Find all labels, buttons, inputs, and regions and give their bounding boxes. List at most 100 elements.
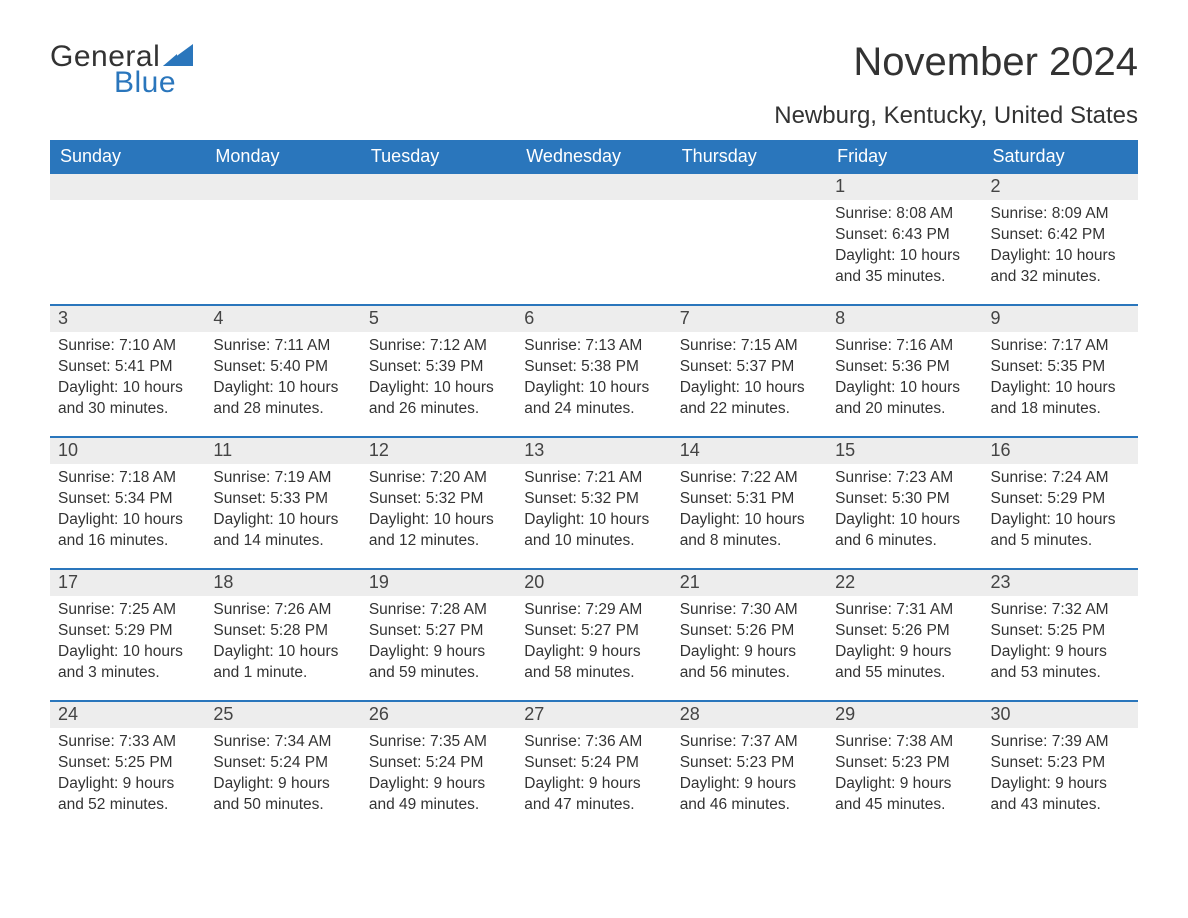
day-number: 6 (516, 306, 671, 332)
day-number (50, 174, 205, 200)
sunset-text: Sunset: 5:23 PM (835, 753, 974, 774)
sunset-text: Sunset: 5:27 PM (524, 621, 663, 642)
day-number (361, 174, 516, 200)
day-number: 24 (50, 702, 205, 728)
day-body: Sunrise: 7:18 AMSunset: 5:34 PMDaylight:… (50, 464, 205, 556)
weekday-header: Tuesday (361, 140, 516, 174)
sunrise-text: Sunrise: 7:28 AM (369, 600, 508, 621)
sunset-text: Sunset: 5:24 PM (213, 753, 352, 774)
day-number: 11 (205, 438, 360, 464)
daylight-text: Daylight: 9 hours and 58 minutes. (524, 642, 663, 684)
daylight-text: Daylight: 9 hours and 47 minutes. (524, 774, 663, 816)
sunrise-text: Sunrise: 7:25 AM (58, 600, 197, 621)
day-cell (205, 174, 360, 292)
day-body: Sunrise: 7:34 AMSunset: 5:24 PMDaylight:… (205, 728, 360, 820)
day-number: 19 (361, 570, 516, 596)
day-body: Sunrise: 7:22 AMSunset: 5:31 PMDaylight:… (672, 464, 827, 556)
sunrise-text: Sunrise: 7:33 AM (58, 732, 197, 753)
day-cell: 2Sunrise: 8:09 AMSunset: 6:42 PMDaylight… (983, 174, 1138, 292)
week-row: 1Sunrise: 8:08 AMSunset: 6:43 PMDaylight… (50, 174, 1138, 292)
daylight-text: Daylight: 10 hours and 32 minutes. (991, 246, 1130, 288)
day-body: Sunrise: 7:26 AMSunset: 5:28 PMDaylight:… (205, 596, 360, 688)
daylight-text: Daylight: 9 hours and 43 minutes. (991, 774, 1130, 816)
sunrise-text: Sunrise: 7:30 AM (680, 600, 819, 621)
day-number: 15 (827, 438, 982, 464)
day-cell: 25Sunrise: 7:34 AMSunset: 5:24 PMDayligh… (205, 702, 360, 820)
weekday-header: Monday (205, 140, 360, 174)
day-cell: 13Sunrise: 7:21 AMSunset: 5:32 PMDayligh… (516, 438, 671, 556)
day-cell: 9Sunrise: 7:17 AMSunset: 5:35 PMDaylight… (983, 306, 1138, 424)
logo-word-blue: Blue (114, 66, 176, 100)
day-body: Sunrise: 7:19 AMSunset: 5:33 PMDaylight:… (205, 464, 360, 556)
day-number: 1 (827, 174, 982, 200)
day-number: 10 (50, 438, 205, 464)
sunset-text: Sunset: 5:36 PM (835, 357, 974, 378)
sunset-text: Sunset: 5:25 PM (58, 753, 197, 774)
day-cell: 20Sunrise: 7:29 AMSunset: 5:27 PMDayligh… (516, 570, 671, 688)
day-body: Sunrise: 7:16 AMSunset: 5:36 PMDaylight:… (827, 332, 982, 424)
day-cell: 5Sunrise: 7:12 AMSunset: 5:39 PMDaylight… (361, 306, 516, 424)
weekday-header: Thursday (672, 140, 827, 174)
sunset-text: Sunset: 5:23 PM (991, 753, 1130, 774)
day-cell: 18Sunrise: 7:26 AMSunset: 5:28 PMDayligh… (205, 570, 360, 688)
day-number: 23 (983, 570, 1138, 596)
sunrise-text: Sunrise: 7:16 AM (835, 336, 974, 357)
sunrise-text: Sunrise: 7:10 AM (58, 336, 197, 357)
day-body: Sunrise: 7:21 AMSunset: 5:32 PMDaylight:… (516, 464, 671, 556)
sunset-text: Sunset: 5:31 PM (680, 489, 819, 510)
sunrise-text: Sunrise: 7:38 AM (835, 732, 974, 753)
day-body: Sunrise: 7:20 AMSunset: 5:32 PMDaylight:… (361, 464, 516, 556)
daylight-text: Daylight: 9 hours and 53 minutes. (991, 642, 1130, 684)
day-body: Sunrise: 8:09 AMSunset: 6:42 PMDaylight:… (983, 200, 1138, 292)
day-cell: 29Sunrise: 7:38 AMSunset: 5:23 PMDayligh… (827, 702, 982, 820)
day-body: Sunrise: 7:29 AMSunset: 5:27 PMDaylight:… (516, 596, 671, 688)
day-cell: 27Sunrise: 7:36 AMSunset: 5:24 PMDayligh… (516, 702, 671, 820)
sunset-text: Sunset: 5:24 PM (524, 753, 663, 774)
daylight-text: Daylight: 10 hours and 1 minute. (213, 642, 352, 684)
sunrise-text: Sunrise: 7:35 AM (369, 732, 508, 753)
weekday-header: Sunday (50, 140, 205, 174)
day-cell: 21Sunrise: 7:30 AMSunset: 5:26 PMDayligh… (672, 570, 827, 688)
sunrise-text: Sunrise: 7:29 AM (524, 600, 663, 621)
page-header: General Blue November 2024 Newburg, Kent… (50, 40, 1138, 130)
week-row: 10Sunrise: 7:18 AMSunset: 5:34 PMDayligh… (50, 436, 1138, 556)
sunset-text: Sunset: 5:35 PM (991, 357, 1130, 378)
day-cell: 19Sunrise: 7:28 AMSunset: 5:27 PMDayligh… (361, 570, 516, 688)
sunset-text: Sunset: 5:34 PM (58, 489, 197, 510)
daylight-text: Daylight: 10 hours and 5 minutes. (991, 510, 1130, 552)
week-row: 24Sunrise: 7:33 AMSunset: 5:25 PMDayligh… (50, 700, 1138, 820)
day-body: Sunrise: 7:28 AMSunset: 5:27 PMDaylight:… (361, 596, 516, 688)
day-number: 17 (50, 570, 205, 596)
day-cell (516, 174, 671, 292)
day-number: 29 (827, 702, 982, 728)
sunset-text: Sunset: 6:42 PM (991, 225, 1130, 246)
day-number: 20 (516, 570, 671, 596)
sunrise-text: Sunrise: 7:15 AM (680, 336, 819, 357)
day-number: 8 (827, 306, 982, 332)
sunrise-text: Sunrise: 7:24 AM (991, 468, 1130, 489)
day-cell: 14Sunrise: 7:22 AMSunset: 5:31 PMDayligh… (672, 438, 827, 556)
sunrise-text: Sunrise: 7:18 AM (58, 468, 197, 489)
calendar-grid: Sunday Monday Tuesday Wednesday Thursday… (50, 140, 1138, 820)
day-body: Sunrise: 7:10 AMSunset: 5:41 PMDaylight:… (50, 332, 205, 424)
sunset-text: Sunset: 6:43 PM (835, 225, 974, 246)
title-block: November 2024 Newburg, Kentucky, United … (774, 40, 1138, 130)
day-cell: 1Sunrise: 8:08 AMSunset: 6:43 PMDaylight… (827, 174, 982, 292)
sunset-text: Sunset: 5:32 PM (524, 489, 663, 510)
day-cell: 26Sunrise: 7:35 AMSunset: 5:24 PMDayligh… (361, 702, 516, 820)
sunset-text: Sunset: 5:32 PM (369, 489, 508, 510)
sunset-text: Sunset: 5:28 PM (213, 621, 352, 642)
sunset-text: Sunset: 5:24 PM (369, 753, 508, 774)
day-number: 18 (205, 570, 360, 596)
sunset-text: Sunset: 5:29 PM (58, 621, 197, 642)
day-body: Sunrise: 7:38 AMSunset: 5:23 PMDaylight:… (827, 728, 982, 820)
sunrise-text: Sunrise: 7:12 AM (369, 336, 508, 357)
sunrise-text: Sunrise: 7:17 AM (991, 336, 1130, 357)
day-number: 16 (983, 438, 1138, 464)
day-cell: 24 Sunrise: 7:33 AMSunset: 5:25 PMDayligh… (50, 702, 205, 820)
daylight-text: Daylight: 9 hours and 52 minutes. (58, 774, 197, 816)
day-number: 26 (361, 702, 516, 728)
day-body: Sunrise: 7:39 AMSunset: 5:23 PMDaylight:… (983, 728, 1138, 820)
day-number: 13 (516, 438, 671, 464)
sunrise-text: Sunrise: 7:11 AM (213, 336, 352, 357)
